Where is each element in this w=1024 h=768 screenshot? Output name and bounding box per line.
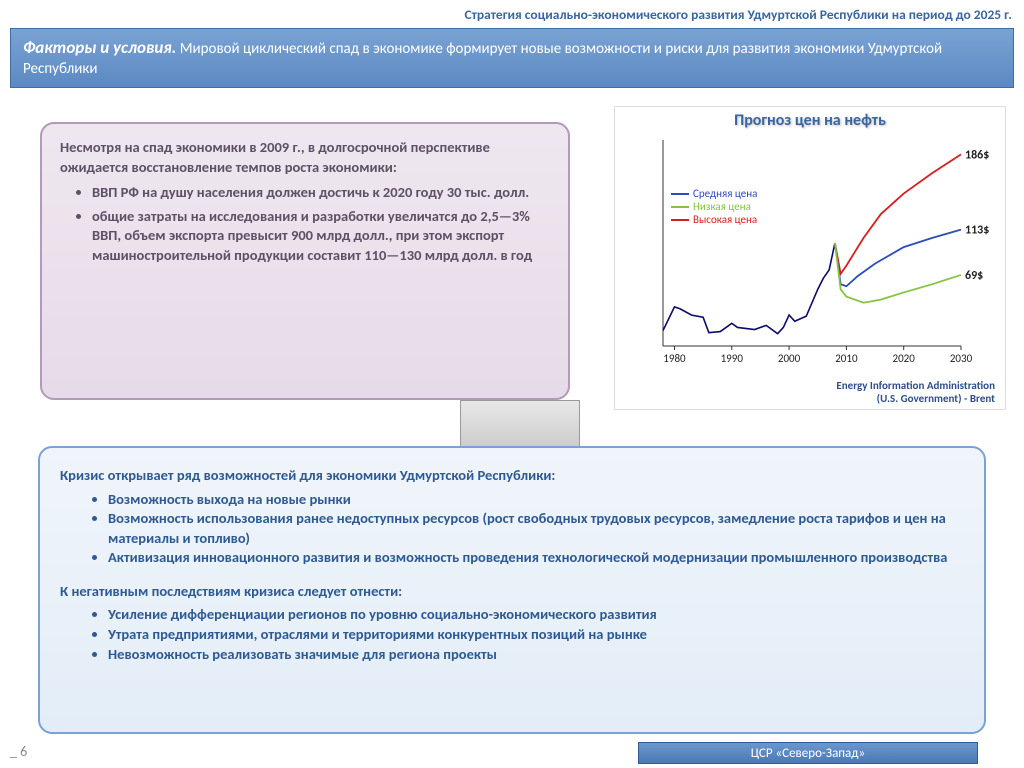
svg-text:2000: 2000 [778, 352, 801, 365]
title-banner: Факторы и условия. Мировой циклический с… [10, 28, 1014, 88]
opportunities-head: Кризис открывает ряд возможностей для эк… [60, 466, 964, 486]
banner-lead: Факторы и условия. [23, 37, 176, 58]
svg-text:2030: 2030 [950, 352, 973, 365]
list-item: Возможность выхода на новые рынки [108, 490, 964, 510]
svg-text:2020: 2020 [893, 352, 916, 365]
blue-panel: Кризис открывает ряд возможностей для эк… [38, 446, 986, 734]
purple-intro: Несмотря на спад экономики в 2009 г., в … [60, 138, 550, 177]
chart-source-line: Energy Information Administration [836, 379, 995, 392]
negatives-list: Усиление дифференциации регионов по уров… [60, 605, 964, 664]
chart-legend: Средняя ценаНизкая ценаВысокая цена [671, 187, 757, 226]
purple-item: ВВП РФ на душу населения должен достичь … [92, 183, 550, 203]
svg-text:2010: 2010 [835, 352, 858, 365]
list-item: Возможность использования ранее недоступ… [108, 509, 964, 548]
list-item: Невозможность реализовать значимые для р… [108, 645, 964, 665]
negatives-head: К негативным последствиям кризиса следуе… [60, 582, 964, 602]
oil-price-chart: Прогноз цен на нефть 1980 1990 2000 2010 202… [614, 106, 1006, 410]
svg-text:69$: 69$ [965, 269, 983, 283]
svg-text:113$: 113$ [965, 224, 989, 238]
list-item: Усиление дифференциации регионов по уров… [108, 605, 964, 625]
chart-source-line: (U.S. Government) - Brent [836, 392, 995, 405]
svg-text:1990: 1990 [721, 352, 744, 365]
purple-item: общие затраты на исследования и разработ… [92, 207, 550, 266]
chart-canvas: 1980 1990 2000 2010 2020 2030 186$ 113$ 69$ [615, 130, 1007, 380]
purple-list: ВВП РФ на душу населения должен достичь … [60, 183, 550, 265]
opportunities-list: Возможность выхода на новые рынки Возмож… [60, 490, 964, 568]
list-item: Активизация инновационного развития и во… [108, 548, 964, 568]
purple-panel: Несмотря на спад экономики в 2009 г., в … [40, 122, 570, 400]
svg-text:1980: 1980 [663, 352, 686, 365]
chart-title: Прогноз цен на нефть [615, 107, 1005, 130]
list-item: Утрата предприятиями, отраслями и террит… [108, 625, 964, 645]
footer-badge: ЦСР «Северо-Запад» [638, 742, 978, 764]
header-strategy-title: Стратегия социально-экономического разви… [464, 6, 1012, 23]
svg-text:186$: 186$ [965, 148, 989, 162]
chart-source: Energy Information Administration (U.S. … [836, 379, 995, 405]
page-number: _ 6 [10, 743, 27, 760]
